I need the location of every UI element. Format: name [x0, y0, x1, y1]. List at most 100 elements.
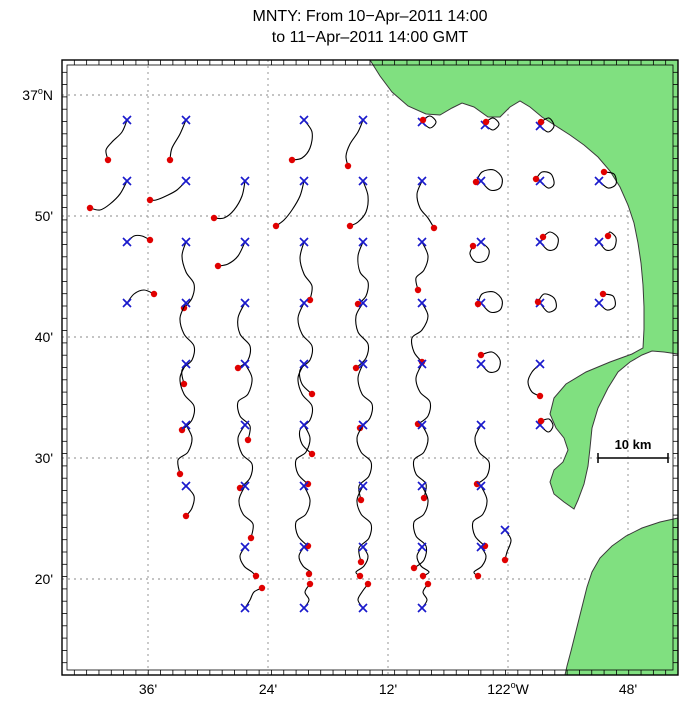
- trajectory: [469, 241, 490, 263]
- end-marker-dot: [176, 470, 184, 478]
- y-axis-tick-label: 40': [35, 329, 53, 345]
- end-marker-dot: [288, 156, 296, 164]
- trajectory: [355, 302, 370, 369]
- start-marker-x: [299, 603, 309, 613]
- trajectory: [480, 351, 501, 373]
- end-marker-dot: [305, 570, 313, 578]
- start-marker-x: [240, 176, 250, 186]
- trajectory: [275, 180, 305, 227]
- trajectory: [217, 241, 246, 267]
- trajectory: [471, 485, 488, 547]
- trajectory: [169, 119, 187, 161]
- start-marker-x: [358, 115, 368, 125]
- x-axis-tick-label: 36': [139, 681, 157, 697]
- end-marker-dot: [430, 224, 438, 232]
- end-marker-dot: [600, 168, 608, 176]
- end-marker-dot: [474, 300, 482, 308]
- start-marker-x: [417, 542, 427, 552]
- end-marker-dot: [180, 380, 188, 388]
- start-marker-x: [358, 603, 368, 613]
- end-marker-dot: [357, 496, 365, 504]
- start-marker-x: [358, 298, 368, 308]
- y-axis-tick-label: 50': [35, 208, 53, 224]
- trajectory: [473, 546, 487, 577]
- trajectory: [185, 485, 195, 517]
- trajectory: [294, 424, 311, 485]
- end-marker-dot: [537, 417, 545, 425]
- start-marker-x: [240, 481, 250, 491]
- end-marker-dot: [104, 156, 112, 164]
- end-marker-dot: [234, 364, 242, 372]
- start-marker-x: [240, 603, 250, 613]
- end-marker-dot: [308, 390, 316, 398]
- end-marker-dot: [364, 580, 372, 588]
- trajectory: [357, 241, 369, 305]
- start-marker-x: [122, 115, 132, 125]
- trajectory: [415, 241, 429, 291]
- y-axis-tick-label: 37oN: [22, 86, 53, 103]
- end-marker-dot: [244, 436, 252, 444]
- start-marker-x: [417, 298, 427, 308]
- trajectory: [598, 231, 617, 251]
- end-marker-dot: [501, 556, 509, 564]
- start-marker-x: [181, 176, 191, 186]
- trajectory: [239, 546, 257, 577]
- end-marker-dot: [247, 534, 255, 542]
- end-marker-dot: [482, 118, 490, 126]
- trajectory: [539, 117, 555, 133]
- trajectory: [415, 363, 432, 425]
- trajectory: [236, 363, 253, 441]
- start-marker-x: [417, 237, 427, 247]
- trajectory: [527, 363, 541, 397]
- end-marker-dot: [306, 296, 314, 304]
- start-marker-x: [240, 359, 250, 369]
- end-marker-dot: [214, 262, 222, 270]
- start-marker-x: [358, 542, 368, 552]
- end-marker-dot: [477, 351, 485, 359]
- trajectory: [410, 302, 429, 363]
- trajectory: [355, 546, 369, 577]
- start-marker-x: [240, 237, 250, 247]
- trajectory: [297, 363, 314, 455]
- end-marker-dot: [420, 494, 428, 502]
- trajectory: [356, 485, 373, 563]
- start-marker-x: [181, 115, 191, 125]
- end-marker-dot: [414, 286, 422, 294]
- start-marker-x: [417, 420, 427, 430]
- start-marker-x: [181, 359, 191, 369]
- trajectory: [238, 485, 254, 539]
- start-marker-x: [476, 481, 486, 491]
- start-marker-x: [594, 298, 604, 308]
- x-axis-tick-label: 24': [259, 681, 277, 697]
- start-marker-x: [417, 603, 427, 613]
- start-marker-x: [240, 298, 250, 308]
- start-marker-x: [500, 525, 510, 535]
- start-marker-x: [122, 176, 132, 186]
- trajectory: [179, 363, 196, 431]
- end-marker-dot: [86, 204, 94, 212]
- start-marker-x: [594, 176, 604, 186]
- trajectory: [474, 424, 491, 485]
- trajectory: [297, 302, 314, 395]
- end-marker-dot: [599, 290, 607, 298]
- land-polygon: [564, 517, 679, 676]
- end-marker-dot: [356, 572, 364, 580]
- y-axis-tick-label: 30': [35, 450, 53, 466]
- trajectory: [177, 424, 193, 475]
- trajectory: [213, 180, 246, 220]
- end-marker-dot: [410, 564, 418, 572]
- trajectory: [539, 418, 554, 433]
- end-marker-dot: [272, 222, 280, 230]
- trajectory: [149, 180, 187, 201]
- start-marker-x: [122, 298, 132, 308]
- end-marker-dot: [604, 232, 612, 240]
- start-marker-x: [299, 542, 309, 552]
- trajectory: [412, 485, 429, 569]
- start-marker-x: [240, 542, 250, 552]
- end-marker-dot: [474, 572, 482, 580]
- trajectory: [484, 117, 500, 131]
- end-marker-dot: [258, 584, 266, 592]
- start-marker-x: [299, 420, 309, 430]
- end-marker-dot: [166, 156, 174, 164]
